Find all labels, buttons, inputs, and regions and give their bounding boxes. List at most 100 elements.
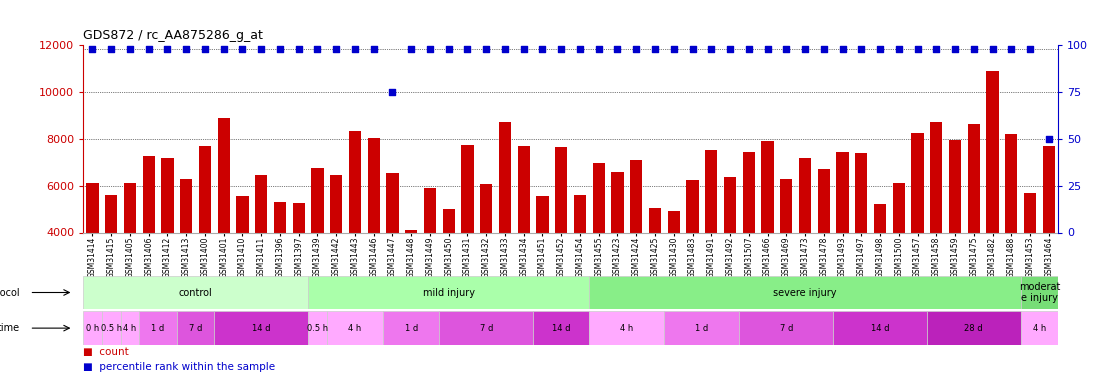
Bar: [86, 183, 99, 326]
Bar: [311, 168, 324, 326]
Bar: [177, 311, 214, 345]
Text: mild injury: mild injury: [423, 288, 474, 297]
Point: [553, 46, 571, 52]
Point: [927, 46, 945, 52]
Bar: [818, 169, 830, 326]
Bar: [102, 311, 121, 345]
Point: [158, 46, 176, 52]
Point: [984, 46, 1002, 52]
Text: 7 d: 7 d: [480, 324, 493, 333]
Text: 0 h: 0 h: [85, 324, 99, 333]
Text: severe injury: severe injury: [773, 288, 837, 297]
Bar: [589, 276, 1020, 309]
Point: [496, 46, 514, 52]
Bar: [1005, 134, 1017, 326]
Point: [571, 46, 588, 52]
Text: 7 d: 7 d: [780, 324, 793, 333]
Point: [627, 46, 645, 52]
Text: protocol: protocol: [0, 288, 20, 297]
Point: [909, 46, 926, 52]
Bar: [705, 150, 717, 326]
Bar: [931, 122, 942, 326]
Bar: [589, 311, 665, 345]
Text: control: control: [178, 288, 213, 297]
Bar: [1043, 146, 1055, 326]
Bar: [574, 195, 586, 326]
Text: 7 d: 7 d: [189, 324, 203, 333]
Text: 14 d: 14 d: [252, 324, 270, 333]
Bar: [555, 147, 567, 326]
Bar: [724, 177, 736, 326]
Bar: [461, 145, 473, 326]
Point: [871, 46, 889, 52]
Bar: [912, 133, 924, 326]
Text: time: time: [0, 323, 20, 333]
Point: [102, 46, 120, 52]
Text: 1 d: 1 d: [152, 324, 165, 333]
Point: [346, 46, 363, 52]
Point: [721, 46, 739, 52]
Point: [402, 46, 420, 52]
Bar: [442, 209, 454, 326]
Bar: [255, 175, 267, 326]
Point: [196, 46, 214, 52]
Point: [946, 46, 964, 52]
Bar: [517, 146, 530, 326]
Bar: [124, 183, 136, 326]
Point: [440, 46, 458, 52]
Point: [515, 46, 533, 52]
Point: [234, 46, 252, 52]
Bar: [742, 152, 755, 326]
Bar: [236, 196, 248, 326]
Bar: [424, 188, 437, 326]
Point: [478, 46, 495, 52]
Bar: [440, 311, 533, 345]
Text: 0.5 h: 0.5 h: [307, 324, 328, 333]
Bar: [198, 146, 211, 326]
Bar: [1020, 276, 1058, 309]
Point: [83, 46, 101, 52]
Bar: [308, 311, 327, 345]
Point: [365, 46, 382, 52]
Bar: [214, 311, 308, 345]
Bar: [630, 160, 643, 326]
Point: [1040, 136, 1058, 142]
Point: [852, 46, 870, 52]
Bar: [536, 196, 548, 326]
Point: [309, 46, 327, 52]
Bar: [181, 178, 193, 326]
Bar: [105, 195, 117, 326]
Point: [702, 46, 720, 52]
Point: [1022, 46, 1039, 52]
Text: 4 h: 4 h: [620, 324, 634, 333]
Bar: [387, 173, 399, 326]
Text: moderat
e injury: moderat e injury: [1018, 282, 1060, 303]
Point: [177, 46, 195, 52]
Bar: [855, 153, 868, 326]
Bar: [368, 138, 380, 326]
Point: [778, 46, 796, 52]
Text: 1 d: 1 d: [404, 324, 418, 333]
Bar: [837, 152, 849, 326]
Bar: [327, 311, 383, 345]
Bar: [83, 276, 308, 309]
Bar: [799, 158, 811, 326]
Point: [383, 89, 401, 95]
Bar: [649, 208, 661, 326]
Point: [121, 46, 138, 52]
Bar: [499, 122, 511, 326]
Point: [290, 46, 308, 52]
Bar: [480, 184, 492, 326]
Point: [833, 46, 851, 52]
Point: [421, 46, 439, 52]
Bar: [330, 175, 342, 326]
Bar: [121, 311, 140, 345]
Bar: [143, 156, 155, 326]
Point: [890, 46, 907, 52]
Point: [534, 46, 552, 52]
Bar: [83, 311, 102, 345]
Bar: [293, 203, 305, 326]
Point: [253, 46, 270, 52]
Bar: [986, 71, 998, 326]
Point: [684, 46, 701, 52]
